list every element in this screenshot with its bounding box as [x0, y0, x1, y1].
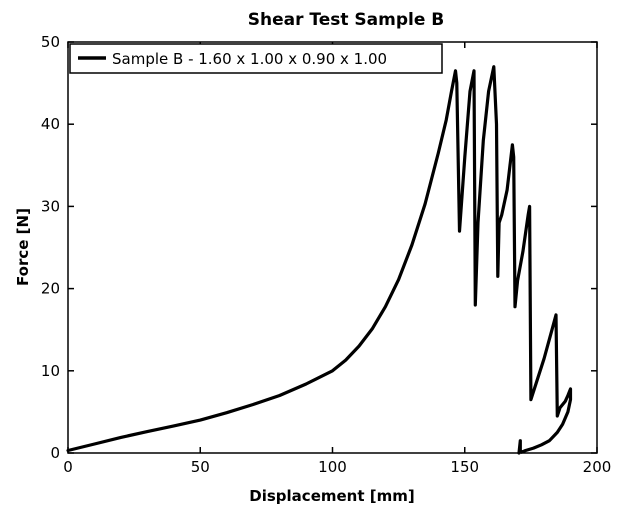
- y-tick-label: 40: [41, 115, 60, 133]
- x-tick-label: 50: [191, 458, 210, 476]
- x-tick-label: 0: [63, 458, 73, 476]
- x-axis-label: Displacement [mm]: [249, 487, 414, 505]
- y-tick-label: 0: [50, 444, 60, 462]
- tick-group: 0 50 100 150 200 0 10 20 30 40 50: [41, 33, 611, 476]
- plot-frame: [67, 41, 598, 454]
- y-tick-label: 50: [41, 33, 60, 51]
- y-axis-label: Force [N]: [14, 208, 32, 286]
- x-tick-label: 150: [450, 458, 479, 476]
- axes: [67, 41, 598, 454]
- x-tick-label: 100: [318, 458, 347, 476]
- legend-box: [69, 43, 443, 74]
- y-tick-label: 10: [41, 362, 60, 380]
- y-tick-label: 20: [41, 280, 60, 298]
- y-tick-label: 30: [41, 197, 60, 215]
- series-line-0: [66, 65, 573, 455]
- x-tick-label: 200: [583, 458, 612, 476]
- chart-title: Shear Test Sample B: [248, 10, 445, 30]
- legend: Sample B - 1.60 x 1.00 x 0.90 x 1.00: [69, 43, 443, 74]
- series-group: [66, 65, 573, 455]
- legend-entry-label: Sample B - 1.60 x 1.00 x 0.90 x 1.00: [112, 50, 387, 68]
